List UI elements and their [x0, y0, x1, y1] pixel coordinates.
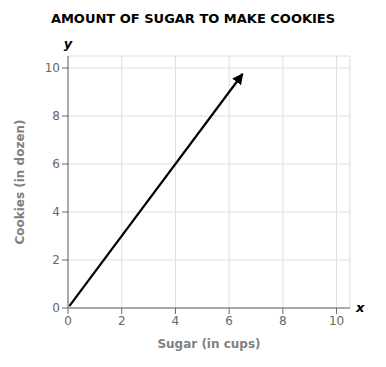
svg-text:10: 10: [45, 61, 60, 75]
svg-text:Cookies (in dozen): Cookies (in dozen): [13, 119, 27, 244]
html-text:AMOUNT OF SUGAR TO MAKE COOKIE: AMOUNT OF SUGAR TO MAKE COOKIES: [50, 11, 336, 26]
svg-text:4: 4: [52, 205, 60, 219]
svg-text:2: 2: [118, 314, 126, 328]
svg-text:2: 2: [52, 253, 60, 267]
svg-text:0: 0: [64, 314, 72, 328]
svg-text:10: 10: [329, 314, 344, 328]
svg-text:8: 8: [52, 109, 60, 123]
svg-text:4: 4: [172, 314, 180, 328]
svg-text:x: x: [355, 300, 365, 315]
svg-text:6: 6: [52, 157, 60, 171]
svg-text:8: 8: [279, 314, 287, 328]
svg-text:6: 6: [225, 314, 233, 328]
svg-text:y: y: [64, 36, 73, 51]
svg-text:Sugar (in cups): Sugar (in cups): [157, 337, 260, 351]
svg-text:0: 0: [52, 301, 60, 315]
